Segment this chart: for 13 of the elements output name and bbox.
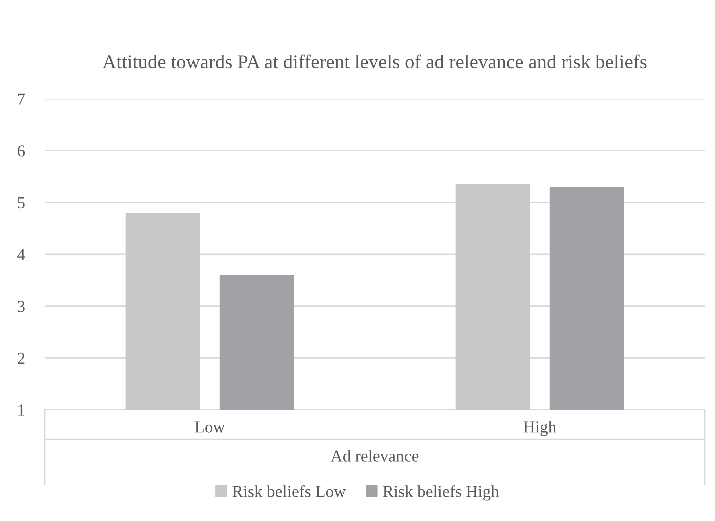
- y-tick-label: 4: [18, 249, 26, 260]
- chart-title: Attitude towards PA at different levels of ad relevance and risk beliefs: [102, 54, 647, 69]
- legend-label: Risk beliefs High: [383, 485, 500, 501]
- y-tick-label: 5: [18, 198, 25, 209]
- y-tick-label: 7: [18, 94, 26, 105]
- y-tick-label: 3: [18, 301, 25, 312]
- y-tick-label: 2: [18, 352, 25, 364]
- x-tick-label: Low: [195, 422, 226, 433]
- y-tick-label: 1: [18, 404, 25, 416]
- legend-label: Risk beliefs Low: [232, 485, 346, 498]
- x-axis-title: Ad relevance: [330, 450, 419, 462]
- x-tick-label: High: [524, 421, 556, 436]
- y-tick-label: 6: [18, 146, 26, 157]
